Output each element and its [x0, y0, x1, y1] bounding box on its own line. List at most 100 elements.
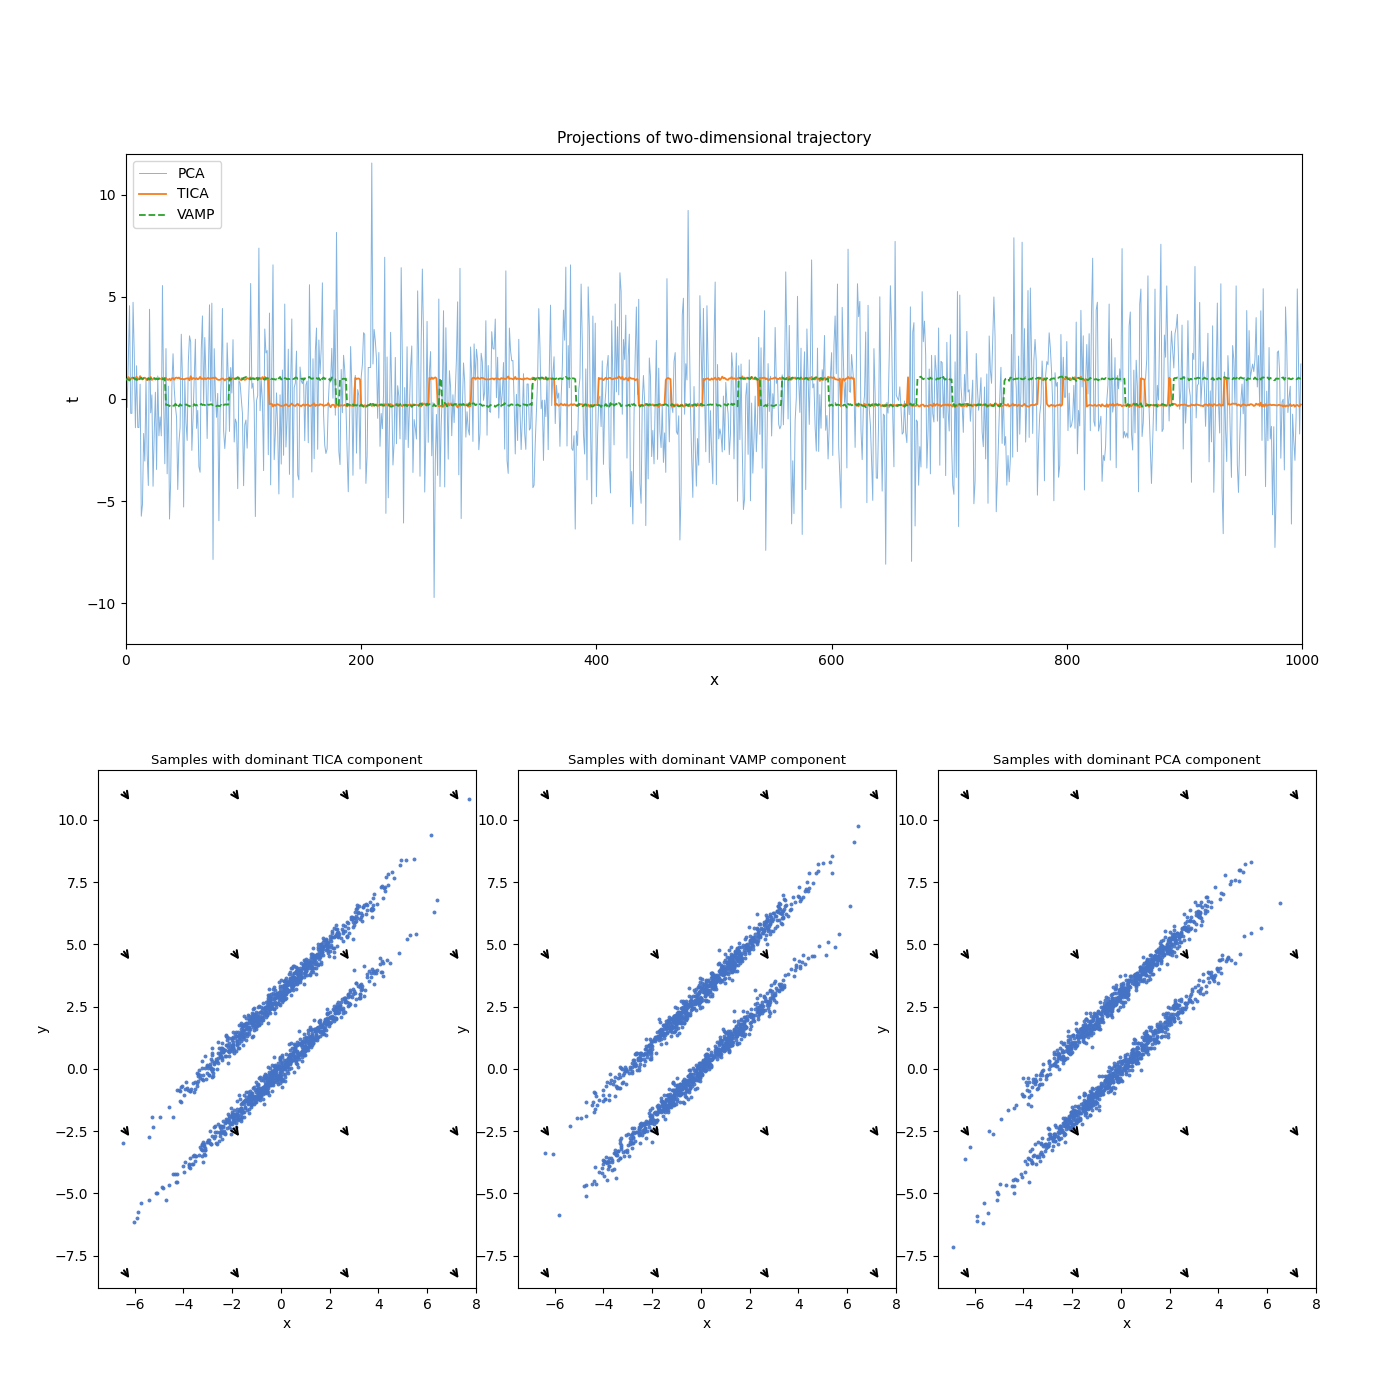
Point — [819, 851, 841, 874]
Point — [1189, 903, 1211, 925]
Point — [1229, 858, 1252, 881]
Point — [1064, 1103, 1086, 1126]
Point — [1078, 1018, 1100, 1040]
Point — [221, 1026, 244, 1049]
Point — [287, 970, 309, 993]
Point — [1074, 1103, 1096, 1126]
Point — [693, 973, 715, 995]
Point — [1149, 1016, 1172, 1039]
Point — [286, 1046, 308, 1068]
Point — [1156, 1005, 1179, 1028]
Point — [284, 1033, 307, 1056]
Point — [687, 1065, 710, 1088]
Point — [234, 1096, 256, 1119]
Point — [634, 1127, 657, 1149]
Point — [330, 917, 353, 939]
Point — [1063, 1105, 1085, 1127]
Point — [755, 904, 777, 927]
Point — [1110, 980, 1133, 1002]
Point — [272, 986, 294, 1008]
Point — [721, 946, 743, 969]
Point — [277, 1049, 300, 1071]
Point — [1082, 1086, 1105, 1109]
Point — [1077, 1026, 1099, 1049]
Point — [287, 969, 309, 991]
Point — [221, 1036, 244, 1058]
Point — [238, 1085, 260, 1107]
Point — [1138, 958, 1161, 980]
Point — [1021, 1152, 1043, 1175]
Point — [1077, 1009, 1099, 1032]
Point — [255, 1082, 277, 1105]
Point — [279, 1057, 301, 1079]
Point — [717, 1029, 739, 1051]
Point — [1116, 1056, 1138, 1078]
Point — [270, 988, 293, 1011]
Point — [1082, 1086, 1105, 1109]
Point — [622, 1051, 644, 1074]
Point — [643, 1028, 665, 1050]
Point — [284, 1049, 307, 1071]
Point — [759, 993, 781, 1015]
Point — [648, 1096, 671, 1119]
Point — [734, 938, 756, 960]
Point — [214, 1121, 237, 1144]
Point — [655, 1093, 678, 1116]
X-axis label: x: x — [710, 673, 718, 689]
Point — [253, 1004, 276, 1026]
Point — [760, 910, 783, 932]
Point — [1091, 1009, 1113, 1032]
Point — [302, 1028, 325, 1050]
Point — [311, 935, 333, 958]
Point — [350, 979, 372, 1001]
Point — [1239, 923, 1261, 945]
Point — [255, 1067, 277, 1089]
Point — [1110, 983, 1133, 1005]
Point — [620, 1060, 643, 1082]
Point — [666, 1018, 689, 1040]
Point — [678, 1074, 700, 1096]
Point — [151, 1177, 174, 1200]
Point — [259, 1071, 281, 1093]
Point — [1109, 986, 1131, 1008]
Point — [701, 962, 724, 984]
Point — [721, 1025, 743, 1047]
Point — [244, 1004, 266, 1026]
Point — [1135, 956, 1158, 979]
Point — [666, 1011, 689, 1033]
Point — [1100, 1067, 1123, 1089]
Point — [1105, 1057, 1127, 1079]
Point — [235, 1014, 258, 1036]
Point — [759, 991, 781, 1014]
Point — [220, 1117, 242, 1140]
Point — [283, 1046, 305, 1068]
Point — [162, 1106, 185, 1128]
Point — [732, 1022, 755, 1044]
Point — [258, 998, 280, 1021]
Point — [301, 953, 323, 976]
Point — [178, 1155, 200, 1177]
Point — [295, 955, 318, 977]
Point — [715, 1022, 738, 1044]
Point — [1067, 1029, 1089, 1051]
Point — [309, 938, 332, 960]
Point — [1060, 1106, 1082, 1128]
Point — [640, 1040, 662, 1063]
Point — [1173, 911, 1196, 934]
Point — [255, 1078, 277, 1100]
Point — [1112, 977, 1134, 1000]
Point — [637, 1102, 659, 1124]
Point — [300, 963, 322, 986]
Point — [780, 958, 802, 980]
Point — [1159, 942, 1182, 965]
Point — [1113, 1049, 1135, 1071]
Point — [771, 906, 794, 928]
Point — [259, 1074, 281, 1096]
Point — [619, 1130, 641, 1152]
Point — [1113, 979, 1135, 1001]
Point — [746, 903, 769, 925]
Point — [1029, 1149, 1051, 1172]
Point — [706, 1039, 728, 1061]
Point — [279, 1050, 301, 1072]
Point — [372, 965, 395, 987]
